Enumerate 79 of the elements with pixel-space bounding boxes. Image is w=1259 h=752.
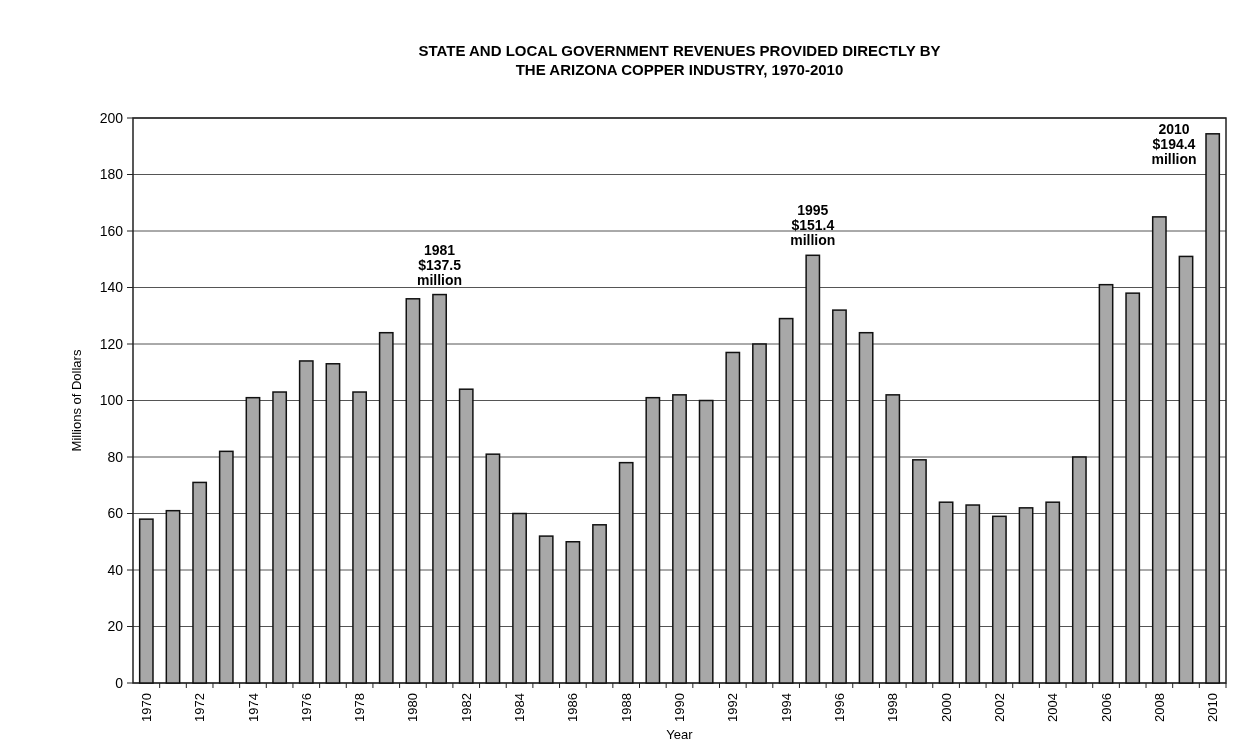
bar [352,391,368,684]
bar [672,394,687,684]
x-tick-label: 2010 [1205,693,1221,722]
x-tick-label: 1978 [352,693,368,722]
x-tick-label: 2006 [1098,693,1114,722]
x-tick-label: 1984 [512,693,528,722]
bar [538,535,554,684]
bar [245,396,261,684]
x-tick-label: 1974 [245,693,261,722]
bar [378,331,394,684]
x-tick-label: 2008 [1151,693,1167,722]
bar [218,450,234,684]
bar [1125,292,1141,684]
bar [165,509,181,684]
bar [325,363,341,684]
bar [592,524,607,684]
bar [1071,456,1087,684]
bar [698,399,714,684]
x-tick-label: 1996 [832,693,847,722]
x-tick-label: 1970 [138,693,154,722]
x-tick-label: 2002 [991,693,1007,722]
bar [458,388,474,684]
bar [512,512,527,684]
y-tick-label: 0 [115,674,124,691]
bar [1178,255,1194,684]
bar [938,501,954,684]
bar [752,343,767,684]
bar [565,541,581,684]
x-axis-title: Year [666,727,694,742]
bar [1098,283,1114,684]
x-tick-label: 1988 [618,693,634,722]
bar [832,309,847,684]
bar [432,293,447,684]
bar [1018,507,1034,684]
y-tick-label: 120 [99,335,124,352]
bar [645,396,661,684]
y-tick-label: 60 [107,505,124,522]
bar [805,254,821,684]
x-tick-label: 1994 [778,693,794,722]
y-axis-title: Millions of Dollars [69,349,84,452]
x-tick-label: 2000 [938,693,954,722]
bar [1151,216,1167,684]
bar [912,459,927,684]
bar [1205,133,1221,684]
bar [405,298,421,684]
x-tick-label: 1972 [192,693,208,722]
bar [885,394,901,684]
bar [272,391,288,684]
chart-title: STATE AND LOCAL GOVERNMENT REVENUES PROVIDED DIRECTLY BY THE ARIZONA COPPER INDUSTRY, 1970-2010 [418,42,941,78]
bar [725,351,741,684]
x-tick-label: 1986 [565,693,581,722]
x-tick-label: 1992 [725,693,741,722]
x-tick-label: 1998 [885,693,901,722]
y-tick-label: 40 [107,561,124,578]
bar [485,453,501,684]
y-tick-label: 200 [99,109,124,126]
bar [858,331,874,684]
bar [298,360,314,684]
y-tick-label: 80 [107,448,124,465]
bar [778,317,794,684]
y-tick-label: 20 [107,618,124,635]
y-tick-label: 140 [99,279,124,296]
bar [138,518,154,684]
annotation: 2010 $194.4 million [1151,121,1197,167]
bar [618,461,634,684]
bar [1045,501,1061,684]
x-tick-label: 1980 [405,693,421,722]
annotation: 1995 $151.4 million [790,202,836,249]
x-tick-label: 2004 [1045,693,1061,722]
bar [965,504,981,684]
y-tick-label: 180 [99,166,124,183]
y-tick-label: 100 [99,392,124,409]
annotation: 1981 $137.5 million [417,241,463,288]
bar [991,515,1007,684]
x-tick-label: 1990 [672,693,688,722]
bar [192,481,208,684]
y-tick-label: 160 [99,222,124,239]
x-tick-label: 1976 [298,693,314,722]
x-tick-label: 1982 [458,693,474,722]
